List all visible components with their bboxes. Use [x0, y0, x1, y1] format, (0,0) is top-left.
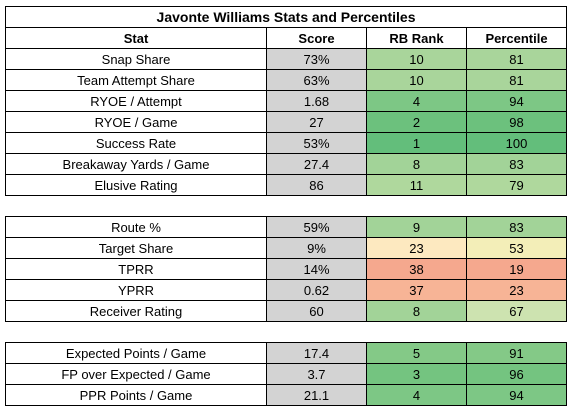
rb-rank-cell: 23 [366, 237, 467, 259]
stat-name-cell: YPRR [5, 279, 267, 301]
score-cell: 53% [266, 132, 367, 154]
percentile-cell: 67 [466, 300, 567, 322]
stats-table-rushing: Javonte Williams Stats and Percentiles S… [4, 6, 568, 196]
percentile-cell: 96 [466, 363, 567, 385]
percentile-cell: 94 [465, 90, 568, 112]
table-row: Target Share 9% 23 53 [5, 237, 567, 259]
percentile-cell: 19 [466, 258, 567, 280]
stats-table-fantasy: Expected Points / Game 17.4 5 91 FP over Exp… [5, 342, 567, 406]
score-cell: 86 [266, 174, 367, 196]
rb-rank-cell: 2 [366, 111, 467, 133]
score-cell: 3.7 [266, 363, 367, 385]
rb-rank-cell: 4 [366, 384, 467, 406]
title-row: Javonte Williams Stats and Percentiles [4, 6, 568, 28]
table-row: Expected Points / Game 17.4 5 91 [5, 342, 567, 364]
table-row: Team Attempt Share 63% 10 81 [5, 69, 568, 91]
percentile-cell: 83 [465, 153, 568, 175]
percentile-cell: 53 [466, 237, 567, 259]
table-row: Snap Share 73% 10 81 [5, 48, 568, 70]
table-row: RYOE / Attempt 1.68 4 94 [5, 90, 568, 112]
percentile-cell: 100 [465, 132, 568, 154]
table-row: Success Rate 53% 1 100 [5, 132, 568, 154]
stat-name-cell: RYOE / Attempt [5, 90, 267, 112]
percentile-cell: 98 [465, 111, 568, 133]
table-row: TPRR 14% 38 19 [5, 258, 567, 280]
rb-rank-cell: 10 [366, 69, 467, 91]
score-cell: 27.4 [266, 153, 367, 175]
header-row: Stat Score RB Rank Percentile [5, 27, 568, 49]
table-row: YPRR 0.62 37 23 [5, 279, 567, 301]
rb-rank-cell: 11 [366, 174, 467, 196]
rb-rank-cell: 1 [366, 132, 467, 154]
stat-name-cell: Breakaway Yards / Game [5, 153, 267, 175]
stat-name-cell: Target Share [5, 237, 267, 259]
score-cell: 21.1 [266, 384, 367, 406]
stat-name-cell: PPR Points / Game [5, 384, 267, 406]
stat-name-cell: Team Attempt Share [5, 69, 267, 91]
rb-rank-cell: 37 [366, 279, 467, 301]
table-row: FP over Expected / Game 3.7 3 96 [5, 363, 567, 385]
score-cell: 9% [266, 237, 367, 259]
rb-rank-cell: 8 [366, 300, 467, 322]
stat-name-cell: Elusive Rating [5, 174, 267, 196]
table-row: Receiver Rating 60 8 67 [5, 300, 567, 322]
percentile-cell: 94 [466, 384, 567, 406]
score-cell: 17.4 [266, 342, 367, 364]
rb-rank-cell: 9 [366, 216, 467, 238]
percentile-cell: 79 [465, 174, 568, 196]
stat-name-cell: TPRR [5, 258, 267, 280]
percentile-cell: 23 [466, 279, 567, 301]
stat-name-cell: RYOE / Game [5, 111, 267, 133]
score-cell: 59% [266, 216, 367, 238]
percentile-cell: 81 [465, 48, 568, 70]
rb-rank-cell: 38 [366, 258, 467, 280]
rb-rank-cell: 5 [366, 342, 467, 364]
percentile-cell: 81 [465, 69, 568, 91]
stat-name-cell: Expected Points / Game [5, 342, 267, 364]
table-row: PPR Points / Game 21.1 4 94 [5, 384, 567, 406]
rb-rank-cell: 3 [366, 363, 467, 385]
sheet-title: Javonte Williams Stats and Percentiles [4, 6, 568, 28]
header-score: Score [266, 27, 367, 49]
rb-rank-cell: 8 [366, 153, 467, 175]
percentile-cell: 83 [466, 216, 567, 238]
stats-table-receiving: Route % 59% 9 83 Target Share 9% 23 53 TPRR 14% 38… [5, 216, 567, 322]
score-cell: 73% [266, 48, 367, 70]
table-row: Route % 59% 9 83 [5, 216, 567, 238]
stat-name-cell: Receiver Rating [5, 300, 267, 322]
table-row: Breakaway Yards / Game 27.4 8 83 [5, 153, 568, 175]
score-cell: 0.62 [266, 279, 367, 301]
stat-name-cell: Route % [5, 216, 267, 238]
rb-rank-cell: 10 [366, 48, 467, 70]
score-cell: 63% [266, 69, 367, 91]
stat-name-cell: FP over Expected / Game [5, 363, 267, 385]
score-cell: 1.68 [266, 90, 367, 112]
rb-rank-cell: 4 [366, 90, 467, 112]
stat-name-cell: Snap Share [5, 48, 267, 70]
table-row: RYOE / Game 27 2 98 [5, 111, 568, 133]
header-stat: Stat [5, 27, 267, 49]
percentile-cell: 91 [466, 342, 567, 364]
table-row: Elusive Rating 86 11 79 [5, 174, 568, 196]
header-rb-rank: RB Rank [366, 27, 467, 49]
score-cell: 60 [266, 300, 367, 322]
score-cell: 27 [266, 111, 367, 133]
header-percentile: Percentile [465, 27, 568, 49]
stat-name-cell: Success Rate [5, 132, 267, 154]
score-cell: 14% [266, 258, 367, 280]
